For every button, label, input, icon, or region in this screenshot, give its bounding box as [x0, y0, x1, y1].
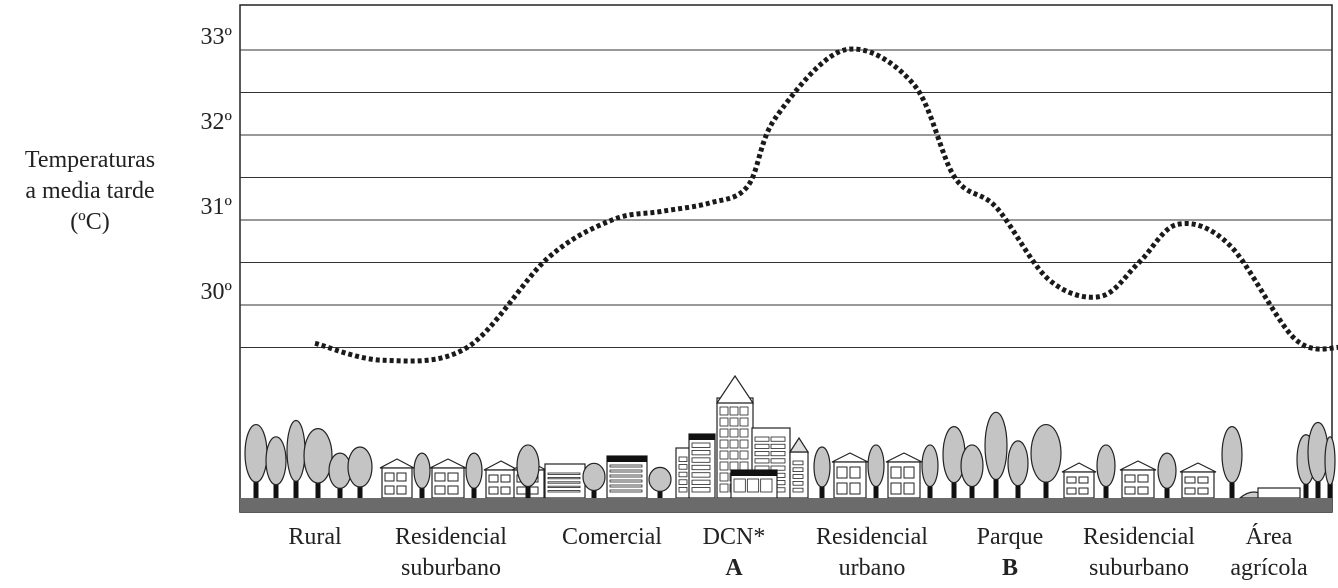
house-icon: [380, 459, 414, 498]
tree-icon: [414, 453, 430, 500]
tower-roof-icon: [717, 376, 753, 403]
tree-icon: [814, 447, 830, 500]
tree-icon: [1097, 445, 1115, 500]
tree-icon: [1008, 441, 1028, 500]
house-icon: [1180, 463, 1216, 498]
y-axis-title-line: a media tarde: [2, 176, 178, 207]
category-label-line: Área: [1230, 522, 1307, 553]
y-tick-label: 31º: [201, 194, 233, 220]
y-tick-label: 33º: [201, 24, 233, 50]
tree-icon: [466, 453, 482, 500]
x-category-label: Rural: [288, 522, 341, 553]
tree-icon: [287, 420, 305, 500]
tree-icon: [348, 447, 372, 500]
tree-icon: [1325, 437, 1335, 500]
tree-icon: [649, 467, 671, 500]
house-icon: [832, 453, 868, 498]
x-category-label: Residencial suburbano: [395, 522, 507, 584]
x-category-label: Residencial urbano: [816, 522, 928, 584]
tree-icon: [961, 445, 983, 500]
category-label-line: Parque: [977, 522, 1044, 553]
category-label-line: Residencial: [816, 522, 928, 553]
house-icon: [430, 459, 466, 498]
x-category-label: DCN* A: [703, 522, 766, 584]
tree-icon: [1222, 427, 1242, 500]
y-axis-title-line: (ºC): [2, 207, 178, 238]
y-tick-label: 30º: [201, 279, 233, 305]
tree-icon: [266, 437, 286, 500]
category-label-line: Residencial: [1083, 522, 1195, 553]
tree-icon: [985, 412, 1007, 500]
building-icon: [731, 470, 777, 498]
y-tick-labels: 30º 31º 32º 33º: [201, 24, 233, 305]
tree-icon: [583, 463, 605, 500]
category-label-line: Residencial: [395, 522, 507, 553]
city-skyline-illustration: [245, 376, 1335, 500]
ground-strip: [240, 498, 1332, 512]
tree-icon: [329, 453, 351, 500]
farm-shed-icon: [1258, 488, 1300, 498]
series-group: [315, 49, 1338, 361]
category-label-line: urbano: [816, 553, 928, 584]
x-category-label: Residencial suburbano: [1083, 522, 1195, 584]
x-category-label: Área agrícola: [1230, 522, 1307, 584]
gridlines: [240, 50, 1332, 348]
category-label-line: suburbano: [1083, 553, 1195, 584]
house-icon: [1062, 463, 1096, 498]
category-marker: B: [977, 553, 1044, 584]
category-label-line: agrícola: [1230, 553, 1307, 584]
tree-icon: [868, 445, 884, 500]
tree-icon: [245, 425, 267, 500]
house-icon: [484, 461, 518, 498]
tree-icon: [304, 429, 332, 500]
category-label-line: DCN*: [703, 522, 766, 553]
y-axis-title-line: Temperaturas: [2, 145, 178, 176]
x-category-label: Parque B: [977, 522, 1044, 584]
house-icon: [1120, 461, 1156, 498]
house-icon: [886, 453, 922, 498]
y-axis-title: Temperaturas a media tarde (ºC): [2, 145, 178, 238]
category-label-line: suburbano: [395, 553, 507, 584]
temperature-series-line: [315, 49, 1338, 361]
category-label-line: Rural: [288, 522, 341, 553]
spire-icon: [790, 438, 808, 452]
tree-icon: [1158, 453, 1176, 500]
x-category-label: Comercial: [562, 522, 662, 553]
y-tick-label: 32º: [201, 109, 233, 135]
building-icon: [689, 434, 715, 498]
building-icon: [607, 456, 647, 498]
building-icon: [545, 464, 585, 498]
building-icon: [790, 452, 808, 498]
category-marker: A: [703, 553, 766, 584]
tree-icon: [1031, 425, 1061, 500]
category-label-line: Comercial: [562, 522, 662, 553]
tree-icon: [922, 445, 938, 500]
